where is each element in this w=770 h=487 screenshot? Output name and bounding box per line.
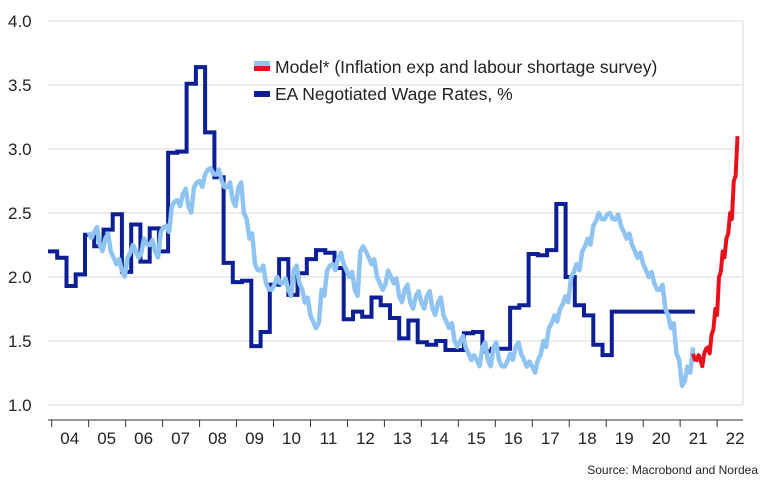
legend: Model* (Inflation exp and labour shortag…: [254, 57, 657, 104]
x-tick-label: 07: [171, 429, 190, 448]
x-tick-label: 22: [726, 429, 745, 448]
series-group: [48, 65, 740, 389]
y-tick-label: 3.5: [8, 76, 32, 95]
x-tick-label: 20: [652, 429, 671, 448]
legend-swatch-model-bottom: [254, 66, 270, 71]
x-tick-label: 10: [282, 429, 301, 448]
x-tick-label: 19: [615, 429, 634, 448]
x-tick-label: 11: [320, 429, 338, 448]
y-tick-label: 2.0: [8, 268, 32, 287]
y-tick-label: 2.5: [8, 204, 32, 223]
y-axis-ticks: 1.0 1.5 2.0 2.5 3.0 3.5 4.0: [8, 12, 32, 415]
series-line-model-forecast: [691, 136, 740, 369]
x-tick-label: 15: [467, 429, 486, 448]
x-tick-label: 21: [689, 429, 708, 448]
x-tick-label: 13: [393, 429, 412, 448]
x-tick-label: 09: [245, 429, 264, 448]
legend-label-wages: EA Negotiated Wage Rates, %: [275, 84, 513, 104]
x-tick-label: 16: [504, 429, 523, 448]
x-tick-label: 18: [578, 429, 597, 448]
series-line-model: [86, 165, 696, 389]
x-tick-label: 08: [208, 429, 227, 448]
y-tick-label: 1.5: [8, 332, 32, 351]
legend-label-model: Model* (Inflation exp and labour shortag…: [275, 57, 657, 77]
x-tick-label: 17: [541, 429, 560, 448]
x-tick-label: 12: [356, 429, 375, 448]
source-note: Source: Macrobond and Nordea: [587, 463, 758, 477]
x-tick-label: 06: [134, 429, 153, 448]
x-tick-label: 14: [430, 429, 449, 448]
legend-swatch-wages: [254, 91, 270, 97]
legend-swatch-model-top: [254, 61, 270, 66]
x-tick-label: 04: [60, 429, 79, 448]
x-tick-label: 05: [97, 429, 116, 448]
y-tick-label: 4.0: [8, 12, 32, 31]
y-tick-label: 3.0: [8, 140, 32, 159]
y-tick-label: 1.0: [8, 396, 32, 415]
x-axis-ticks: 04 05 06 07 08 09 10 11 12 13 14 15 16 17 18 19 20 21 22: [51, 420, 745, 448]
gridlines: [48, 20, 744, 406]
